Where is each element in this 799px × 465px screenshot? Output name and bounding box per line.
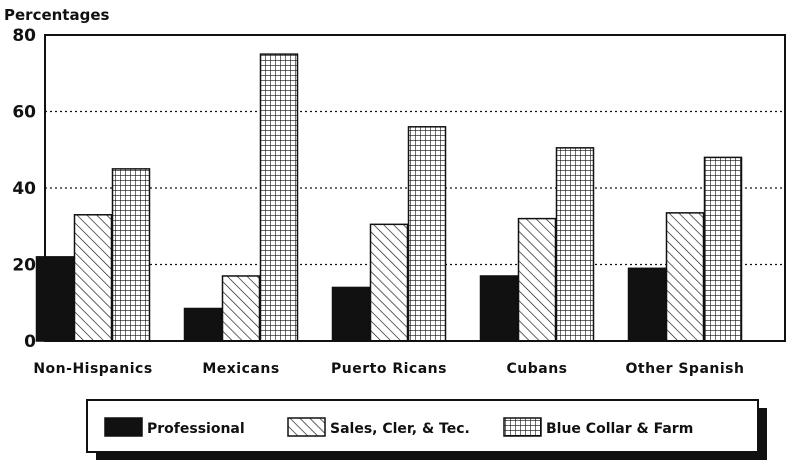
bar-other-spanish-blue-collar-farm: [703, 156, 743, 342]
legend-swatch-sales-cler-tec: [287, 417, 326, 437]
legend-label-professional: Professional: [147, 421, 245, 437]
category-labels: Non-Hispanics Mexicans Puerto Ricans Cubans…: [33, 361, 744, 377]
legend-swatch-blue-collar-farm: [503, 417, 542, 437]
category-label-mexicans: Mexicans: [202, 361, 279, 377]
y-tick-label-80: 80: [12, 26, 36, 46]
y-tick-labels: 0 20 40 60 80: [12, 26, 36, 352]
y-tick-label-40: 40: [12, 179, 36, 199]
bar-mexicans-professional: [183, 307, 223, 342]
bar-mexicans-sales-cler-tec: [221, 275, 261, 342]
bar-non-hispanics-professional: [35, 256, 75, 342]
category-label-non-hispanics: Non-Hispanics: [33, 361, 152, 377]
y-axis-title: Percentages: [4, 6, 110, 24]
legend: Professional Sales, Cler, & Tec. Blue Coll…: [86, 399, 767, 460]
y-tick-label-20: 20: [12, 256, 36, 276]
bar-puerto-ricans-blue-collar-farm: [407, 126, 447, 342]
bar-cubans-professional: [479, 275, 519, 342]
category-label-other-spanish: Other Spanish: [626, 361, 745, 377]
bar-other-spanish-professional: [627, 267, 667, 342]
plot-frame: [44, 34, 786, 342]
y-tick-label-60: 60: [12, 103, 36, 123]
y-tick-label-0: 0: [24, 332, 36, 352]
bar-puerto-ricans-sales-cler-tec: [369, 223, 409, 342]
legend-label-sales-cler-tec: Sales, Cler, & Tec.: [330, 421, 470, 437]
bar-non-hispanics-blue-collar-farm: [111, 168, 151, 342]
legend-label-blue-collar-farm: Blue Collar & Farm: [546, 421, 693, 437]
bar-cubans-blue-collar-farm: [555, 147, 595, 342]
legend-swatch-professional: [104, 417, 143, 437]
category-label-cubans: Cubans: [506, 361, 567, 377]
bar-puerto-ricans-professional: [331, 286, 371, 342]
bars: [35, 53, 743, 342]
bar-mexicans-blue-collar-farm: [259, 53, 299, 342]
legend-box: [86, 399, 759, 453]
bar-other-spanish-sales-cler-tec: [665, 212, 705, 342]
category-label-puerto-ricans: Puerto Ricans: [331, 361, 447, 377]
legend-items: Professional Sales, Cler, & Tec. Blue Coll…: [104, 417, 693, 437]
bar-cubans-sales-cler-tec: [517, 217, 557, 342]
bar-non-hispanics-sales-cler-tec: [73, 214, 113, 342]
